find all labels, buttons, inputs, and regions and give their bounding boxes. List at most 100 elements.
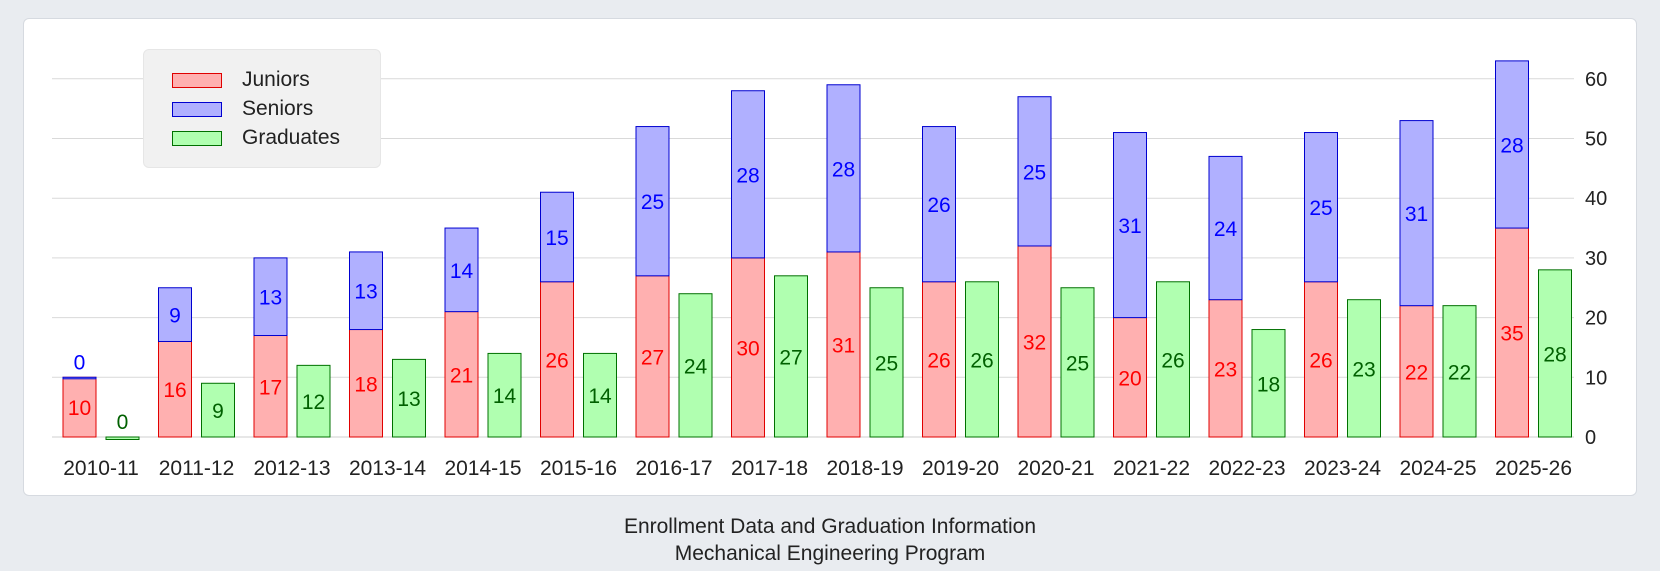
- data-label-seniors: 24: [1214, 218, 1238, 241]
- y-tick-label: 50: [1585, 129, 1607, 151]
- bar-graduates: [201, 382, 235, 438]
- data-label-juniors: 18: [354, 373, 377, 396]
- x-tick-label: 2017-18: [731, 457, 808, 480]
- bar-seniors: [540, 191, 574, 283]
- x-tick-label: 2012-13: [253, 457, 330, 480]
- data-label-seniors: 25: [1309, 197, 1332, 220]
- data-label-seniors: 13: [259, 287, 282, 310]
- data-label-graduates: 24: [684, 355, 708, 378]
- data-label-graduates: 13: [397, 388, 420, 411]
- data-label-seniors: 28: [1500, 134, 1523, 157]
- bar-graduates: [296, 364, 331, 438]
- bar-juniors: [826, 251, 861, 438]
- bar-seniors: [349, 251, 383, 331]
- bar-juniors: [922, 281, 956, 438]
- bar-seniors: [826, 84, 861, 253]
- legend-label-seniors: Seniors: [242, 97, 314, 120]
- data-label-graduates: 25: [875, 352, 898, 375]
- data-label-graduates: 27: [779, 346, 802, 369]
- data-label-seniors: 25: [641, 191, 664, 214]
- x-tick-label: 2022-23: [1208, 457, 1285, 480]
- data-label-juniors: 22: [1405, 361, 1428, 384]
- bar-graduates: [1060, 287, 1095, 438]
- data-label-graduates: 14: [493, 385, 517, 408]
- data-label-graduates: 9: [212, 400, 224, 423]
- data-label-seniors: 15: [545, 227, 568, 250]
- bar-seniors: [1113, 132, 1147, 319]
- legend-item-juniors: Juniors: [172, 67, 310, 93]
- y-tick-label: 20: [1585, 308, 1607, 330]
- bar-seniors: [1017, 96, 1052, 247]
- bar-seniors: [1495, 60, 1529, 229]
- bar-seniors: [922, 126, 956, 283]
- bar-juniors: [1399, 305, 1434, 438]
- bar-graduates: [1251, 329, 1286, 438]
- bar-juniors: [1208, 299, 1243, 438]
- data-labels: 10 0 0 16 9 9 17 13 12 18 13 13 21 14 14 26 15 14 27 25 24 30…: [68, 134, 1567, 434]
- data-label-juniors: 26: [1309, 349, 1332, 372]
- data-label-juniors: 21: [450, 364, 473, 387]
- data-label-juniors: 30: [736, 337, 759, 360]
- data-label-graduates: 18: [1257, 373, 1280, 396]
- data-label-seniors: 9: [169, 305, 181, 328]
- legend-swatch-seniors: [172, 101, 222, 117]
- chart-subtitle: Mechanical Engineering Program: [674, 542, 986, 565]
- bar-seniors: [1304, 132, 1338, 283]
- x-tick-label: 2013-14: [349, 457, 426, 480]
- data-label-juniors: 17: [259, 376, 282, 399]
- legend-item-seniors: Seniors: [172, 96, 313, 122]
- data-label-juniors: 26: [927, 349, 950, 372]
- bar-graduates: [678, 293, 713, 438]
- data-label-graduates: 22: [1448, 361, 1471, 384]
- legend-swatch-graduates: [172, 130, 222, 146]
- bar-juniors: [349, 329, 383, 438]
- bar-seniors: [635, 126, 670, 277]
- chart-legend: Juniors Seniors Graduates: [143, 49, 381, 168]
- data-label-graduates: 26: [1161, 349, 1184, 372]
- x-tick-label: 2021-22: [1113, 457, 1190, 480]
- bar-seniors: [444, 227, 479, 313]
- bar-graduates: [1442, 305, 1477, 438]
- legend-label-juniors: Juniors: [242, 68, 310, 91]
- x-tick-label: 2011-12: [159, 457, 235, 480]
- data-label-juniors: 20: [1118, 367, 1141, 390]
- bar-juniors: [62, 376, 97, 438]
- bar-graduates: [105, 436, 140, 440]
- bar-graduates: [583, 352, 617, 438]
- data-label-juniors: 10: [68, 397, 91, 420]
- bar-juniors: [1017, 245, 1052, 438]
- bar-seniors: [62, 376, 97, 380]
- x-tick-label: 2015-16: [540, 457, 617, 480]
- bar-seniors: [1399, 120, 1434, 307]
- x-tick-label: 2018-19: [826, 457, 903, 480]
- data-label-graduates: 14: [588, 385, 612, 408]
- data-label-juniors: 31: [832, 334, 855, 357]
- x-tick-label: 2024-25: [1399, 457, 1476, 480]
- bar-juniors: [253, 335, 288, 438]
- data-label-graduates: 0: [117, 411, 129, 434]
- bar-graduates: [774, 275, 808, 438]
- data-label-seniors: 26: [927, 194, 950, 217]
- data-label-seniors: 28: [832, 158, 855, 181]
- data-label-seniors: 31: [1118, 215, 1141, 238]
- y-tick-label: 10: [1585, 367, 1607, 389]
- data-label-graduates: 25: [1066, 352, 1089, 375]
- data-label-juniors: 27: [641, 346, 664, 369]
- y-tick-label: 0: [1585, 427, 1596, 449]
- bar-graduates: [1538, 269, 1572, 438]
- x-tick-label: 2019-20: [922, 457, 999, 480]
- bar-graduates: [392, 358, 426, 438]
- chart-title: Enrollment Data and Graduation Informati…: [623, 515, 1037, 538]
- data-label-graduates: 12: [302, 391, 325, 414]
- data-label-juniors: 23: [1214, 358, 1237, 381]
- bar-juniors: [540, 281, 574, 438]
- data-label-juniors: 35: [1500, 323, 1523, 346]
- bar-graduates: [869, 287, 904, 438]
- y-tick-label: 40: [1585, 188, 1607, 210]
- bar-graduates: [965, 281, 999, 438]
- x-tick-label: 2016-17: [635, 457, 712, 480]
- data-label-graduates: 23: [1352, 358, 1375, 381]
- x-tick-label: 2020-21: [1017, 457, 1094, 480]
- y-tick-label: 30: [1585, 248, 1607, 270]
